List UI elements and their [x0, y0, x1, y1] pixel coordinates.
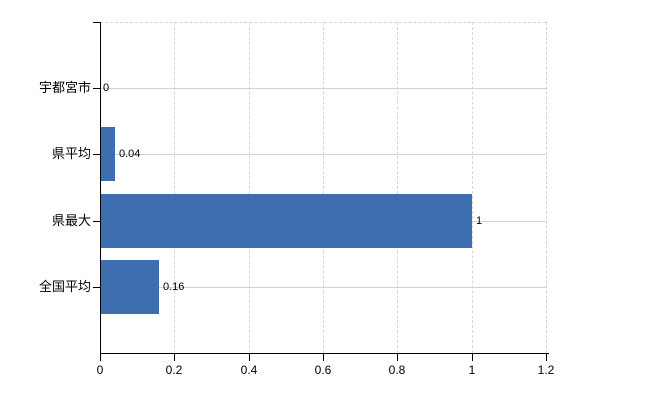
- category-label: 宇都宮市: [38, 80, 91, 95]
- category-label: 県平均: [51, 146, 91, 161]
- gridline-vertical: [397, 22, 399, 353]
- gridline-vertical: [471, 22, 473, 353]
- y-axis-top-tick: [93, 22, 100, 23]
- gridline-horizontal: [100, 88, 546, 89]
- x-axis-tick: [397, 354, 398, 361]
- plot-border-top: [100, 22, 546, 23]
- x-tick-label: 1.2: [537, 363, 555, 377]
- x-tick-label: 0: [96, 363, 104, 377]
- bar-value-label: 1: [476, 215, 483, 227]
- x-axis-tick: [174, 354, 175, 361]
- plot-border-right: [546, 22, 547, 353]
- y-axis-tick: [93, 154, 100, 155]
- x-axis-tick: [100, 354, 101, 361]
- gridline-vertical: [323, 22, 324, 353]
- x-axis-tick: [546, 354, 547, 361]
- gridline-vertical: [174, 22, 176, 353]
- bar: [100, 127, 115, 181]
- bar: [100, 194, 472, 248]
- x-tick-label: 1: [468, 363, 476, 377]
- bar-value-label: 0: [103, 82, 110, 94]
- y-axis: [100, 22, 101, 354]
- x-tick-label: 0.4: [240, 363, 258, 377]
- gridline-horizontal: [100, 154, 546, 155]
- gridline-horizontal: [100, 287, 546, 288]
- x-axis-tick: [323, 354, 324, 361]
- bar-value-label: 0.04: [119, 148, 141, 160]
- x-tick-label: 0.6: [314, 363, 332, 377]
- bar-value-label: 0.16: [163, 281, 185, 293]
- y-axis-tick: [93, 221, 100, 222]
- gridline-vertical: [248, 22, 250, 353]
- x-tick-label: 0.2: [165, 363, 183, 377]
- y-axis-tick: [93, 287, 100, 288]
- x-tick-label: 0.8: [388, 363, 406, 377]
- bar: [100, 260, 159, 314]
- category-label: 全国平均: [38, 279, 91, 294]
- x-axis-tick: [249, 354, 250, 361]
- category-label: 県最大: [51, 213, 91, 228]
- x-axis: [100, 353, 549, 354]
- x-axis-tick: [472, 354, 473, 361]
- y-axis-tick: [93, 88, 100, 89]
